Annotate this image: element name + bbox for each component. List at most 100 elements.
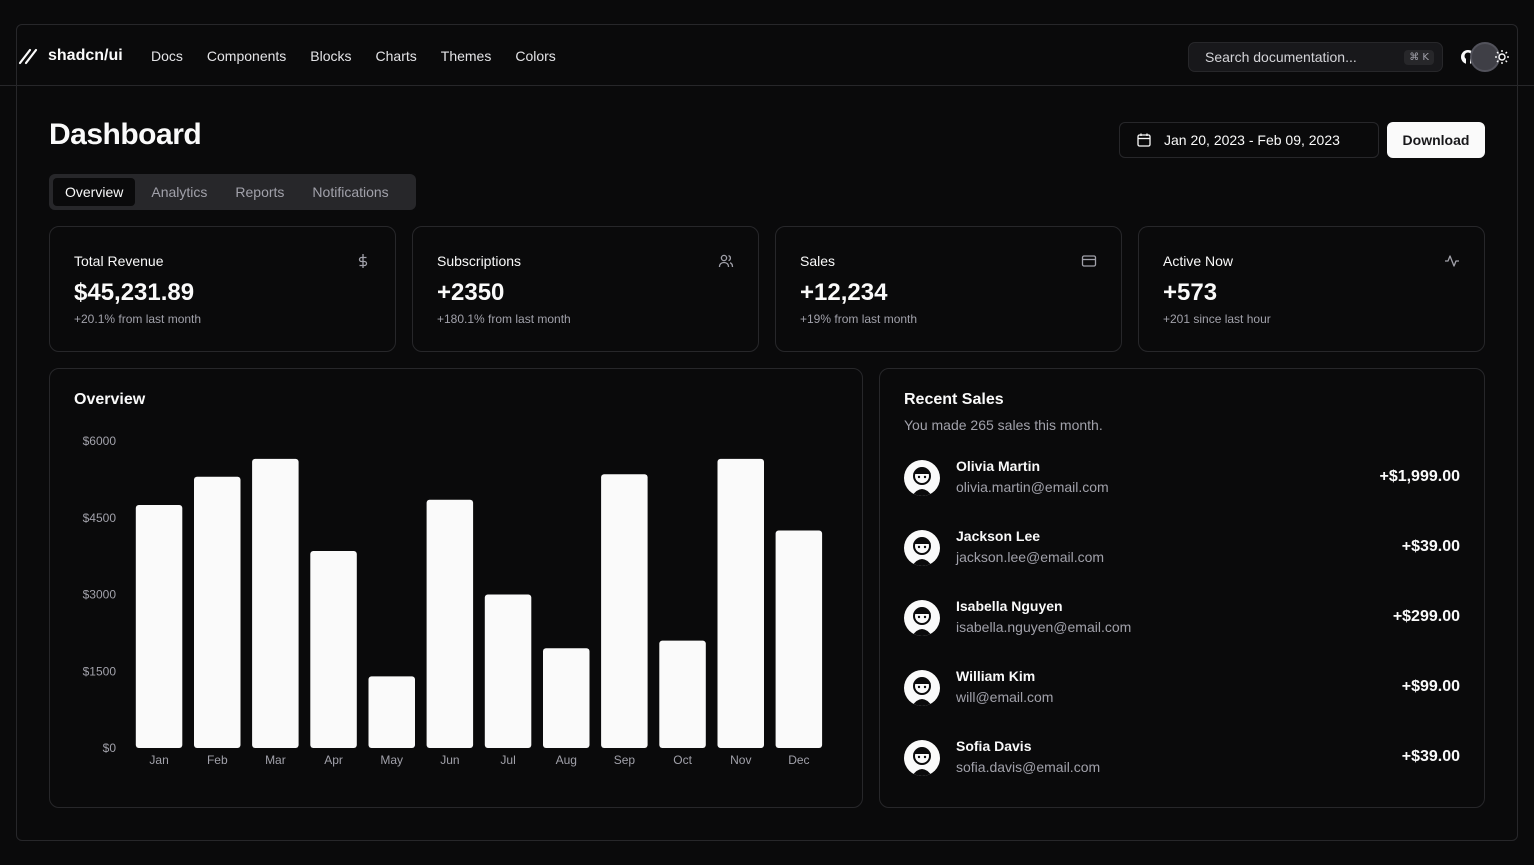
bar-feb[interactable] bbox=[194, 476, 241, 748]
search-shortcut: ⌘ K bbox=[1404, 49, 1434, 65]
y-tick-label: $0 bbox=[103, 741, 117, 755]
y-tick-label: $6000 bbox=[83, 434, 117, 448]
sale-row: Sofia Davis sofia.davis@email.com +$39.00 bbox=[904, 738, 1460, 778]
nav-components[interactable]: Components bbox=[206, 48, 287, 64]
bar-aug[interactable] bbox=[543, 648, 590, 748]
stat-value: $45,231.89 bbox=[74, 279, 195, 306]
stat-change: +180.1% from last month bbox=[437, 312, 571, 326]
avatar bbox=[904, 460, 940, 496]
calendar-icon bbox=[1137, 133, 1151, 147]
bar-nov[interactable] bbox=[717, 458, 765, 748]
nav-docs[interactable]: Docs bbox=[151, 48, 183, 64]
sale-amount: +$99.00 bbox=[1401, 678, 1460, 695]
sale-row: William Kim will@email.com +$99.00 bbox=[904, 668, 1460, 708]
bar-apr[interactable] bbox=[310, 551, 357, 748]
x-tick-label: Jun bbox=[440, 753, 459, 767]
stat-title: Subscriptions bbox=[437, 253, 522, 269]
overview-bar-chart: $0 $1500 $3000 $4500 $6000 Jan Feb Mar Apr May Jun… bbox=[83, 434, 823, 767]
dollar-icon bbox=[358, 254, 368, 268]
sale-amount: +$299.00 bbox=[1392, 608, 1460, 625]
sale-email: sofia.davis@email.com bbox=[956, 759, 1101, 775]
sale-name: Olivia Martin bbox=[956, 458, 1041, 474]
sale-name: Isabella Nguyen bbox=[956, 598, 1063, 614]
x-tick-label: Jan bbox=[149, 753, 168, 767]
x-tick-label: Nov bbox=[730, 753, 751, 767]
stat-card-subscriptions: Subscriptions +2350 +180.1% from last mo… bbox=[412, 226, 759, 352]
credit-card-icon bbox=[1081, 255, 1097, 267]
sale-amount: +$39.00 bbox=[1401, 748, 1460, 765]
x-tick-label: Oct bbox=[673, 753, 692, 767]
sale-email: jackson.lee@email.com bbox=[956, 549, 1105, 565]
tab-overview[interactable]: Overview bbox=[53, 178, 136, 206]
main-nav: Docs Components Blocks Charts Themes Col… bbox=[151, 48, 556, 64]
bar-sep[interactable] bbox=[601, 474, 648, 748]
users-icon bbox=[718, 254, 734, 268]
date-range-picker[interactable]: Jan 20, 2023 - Feb 09, 2023 bbox=[1119, 122, 1379, 158]
search-input[interactable] bbox=[1205, 49, 1395, 65]
stat-change: +19% from last month bbox=[800, 312, 918, 326]
recent-sales-card: Recent Sales You made 265 sales this mon… bbox=[879, 368, 1485, 808]
sale-name: William Kim bbox=[956, 668, 1036, 684]
brand-name: shadcn/ui bbox=[48, 47, 123, 64]
sale-amount: +$39.00 bbox=[1401, 538, 1460, 555]
stat-title: Active Now bbox=[1163, 253, 1234, 269]
stat-card-sales: Sales +12,234 +19% from last month bbox=[775, 226, 1122, 352]
stat-value: +573 bbox=[1163, 279, 1218, 306]
sale-email: will@email.com bbox=[956, 689, 1054, 705]
stat-value: +12,234 bbox=[800, 279, 888, 306]
tab-notifications[interactable]: Notifications bbox=[312, 184, 389, 200]
recent-sales-title: Recent Sales bbox=[904, 391, 1004, 408]
date-range-label: Jan 20, 2023 - Feb 09, 2023 bbox=[1164, 132, 1340, 148]
overview-card: Overview $0 $1500 $3000 $4500 $6000 Jan Feb Mar… bbox=[49, 368, 863, 808]
tab-reports[interactable]: Reports bbox=[235, 184, 285, 200]
x-tick-label: Dec bbox=[788, 753, 809, 767]
sale-row: Jackson Lee jackson.lee@email.com +$39.00 bbox=[904, 528, 1460, 568]
x-tick-label: Aug bbox=[556, 753, 577, 767]
tab-analytics[interactable]: Analytics bbox=[151, 184, 208, 200]
sale-email: isabella.nguyen@email.com bbox=[956, 619, 1132, 635]
bar-jul[interactable] bbox=[484, 594, 532, 749]
nav-colors[interactable]: Colors bbox=[515, 48, 556, 64]
y-tick-label: $1500 bbox=[83, 664, 117, 678]
bar-may[interactable] bbox=[368, 676, 416, 748]
sale-row: Olivia Martin olivia.martin@email.com +$1,… bbox=[904, 458, 1460, 498]
avatar bbox=[904, 740, 940, 776]
avatar bbox=[904, 670, 940, 706]
sale-email: olivia.martin@email.com bbox=[956, 479, 1109, 495]
nav-blocks[interactable]: Blocks bbox=[310, 48, 352, 64]
search-box[interactable]: ⌘ K bbox=[1188, 42, 1443, 72]
stat-change: +20.1% from last month bbox=[74, 312, 202, 326]
sun-icon[interactable] bbox=[1493, 48, 1511, 66]
page-title: Dashboard bbox=[49, 118, 202, 151]
sale-name: Jackson Lee bbox=[956, 528, 1041, 544]
y-tick-label: $3000 bbox=[83, 588, 117, 602]
sale-amount: +$1,999.00 bbox=[1379, 468, 1460, 485]
bar-dec[interactable] bbox=[775, 530, 823, 749]
bar-oct[interactable] bbox=[659, 640, 706, 748]
avatar bbox=[904, 600, 940, 636]
logo-icon bbox=[18, 48, 38, 65]
x-tick-label: Jul bbox=[500, 753, 515, 767]
y-tick-label: $4500 bbox=[83, 511, 117, 525]
brand[interactable]: shadcn/ui bbox=[18, 46, 123, 66]
top-navbar: shadcn/ui Docs Components Blocks Charts … bbox=[0, 0, 1534, 86]
nav-charts[interactable]: Charts bbox=[375, 48, 417, 64]
tab-list: Overview Analytics Reports Notifications bbox=[49, 174, 416, 210]
x-tick-label: Sep bbox=[614, 753, 636, 767]
sale-name: Sofia Davis bbox=[956, 738, 1032, 754]
recent-sales-description: You made 265 sales this month. bbox=[904, 417, 1103, 433]
sale-row: Isabella Nguyen isabella.nguyen@email.com… bbox=[904, 598, 1460, 638]
stat-title: Total Revenue bbox=[74, 253, 164, 269]
avatar bbox=[904, 530, 940, 566]
download-button[interactable]: Download bbox=[1387, 122, 1485, 158]
stat-change: +201 since last hour bbox=[1163, 312, 1271, 326]
x-tick-label: Apr bbox=[324, 753, 343, 767]
x-tick-label: Feb bbox=[207, 753, 228, 767]
x-tick-label: May bbox=[380, 753, 403, 767]
bar-mar[interactable] bbox=[252, 458, 299, 748]
bar-jan[interactable] bbox=[135, 505, 183, 748]
overview-title: Overview bbox=[74, 391, 146, 408]
bar-jun[interactable] bbox=[426, 499, 474, 748]
nav-themes[interactable]: Themes bbox=[440, 48, 492, 64]
activity-icon bbox=[1445, 255, 1459, 267]
